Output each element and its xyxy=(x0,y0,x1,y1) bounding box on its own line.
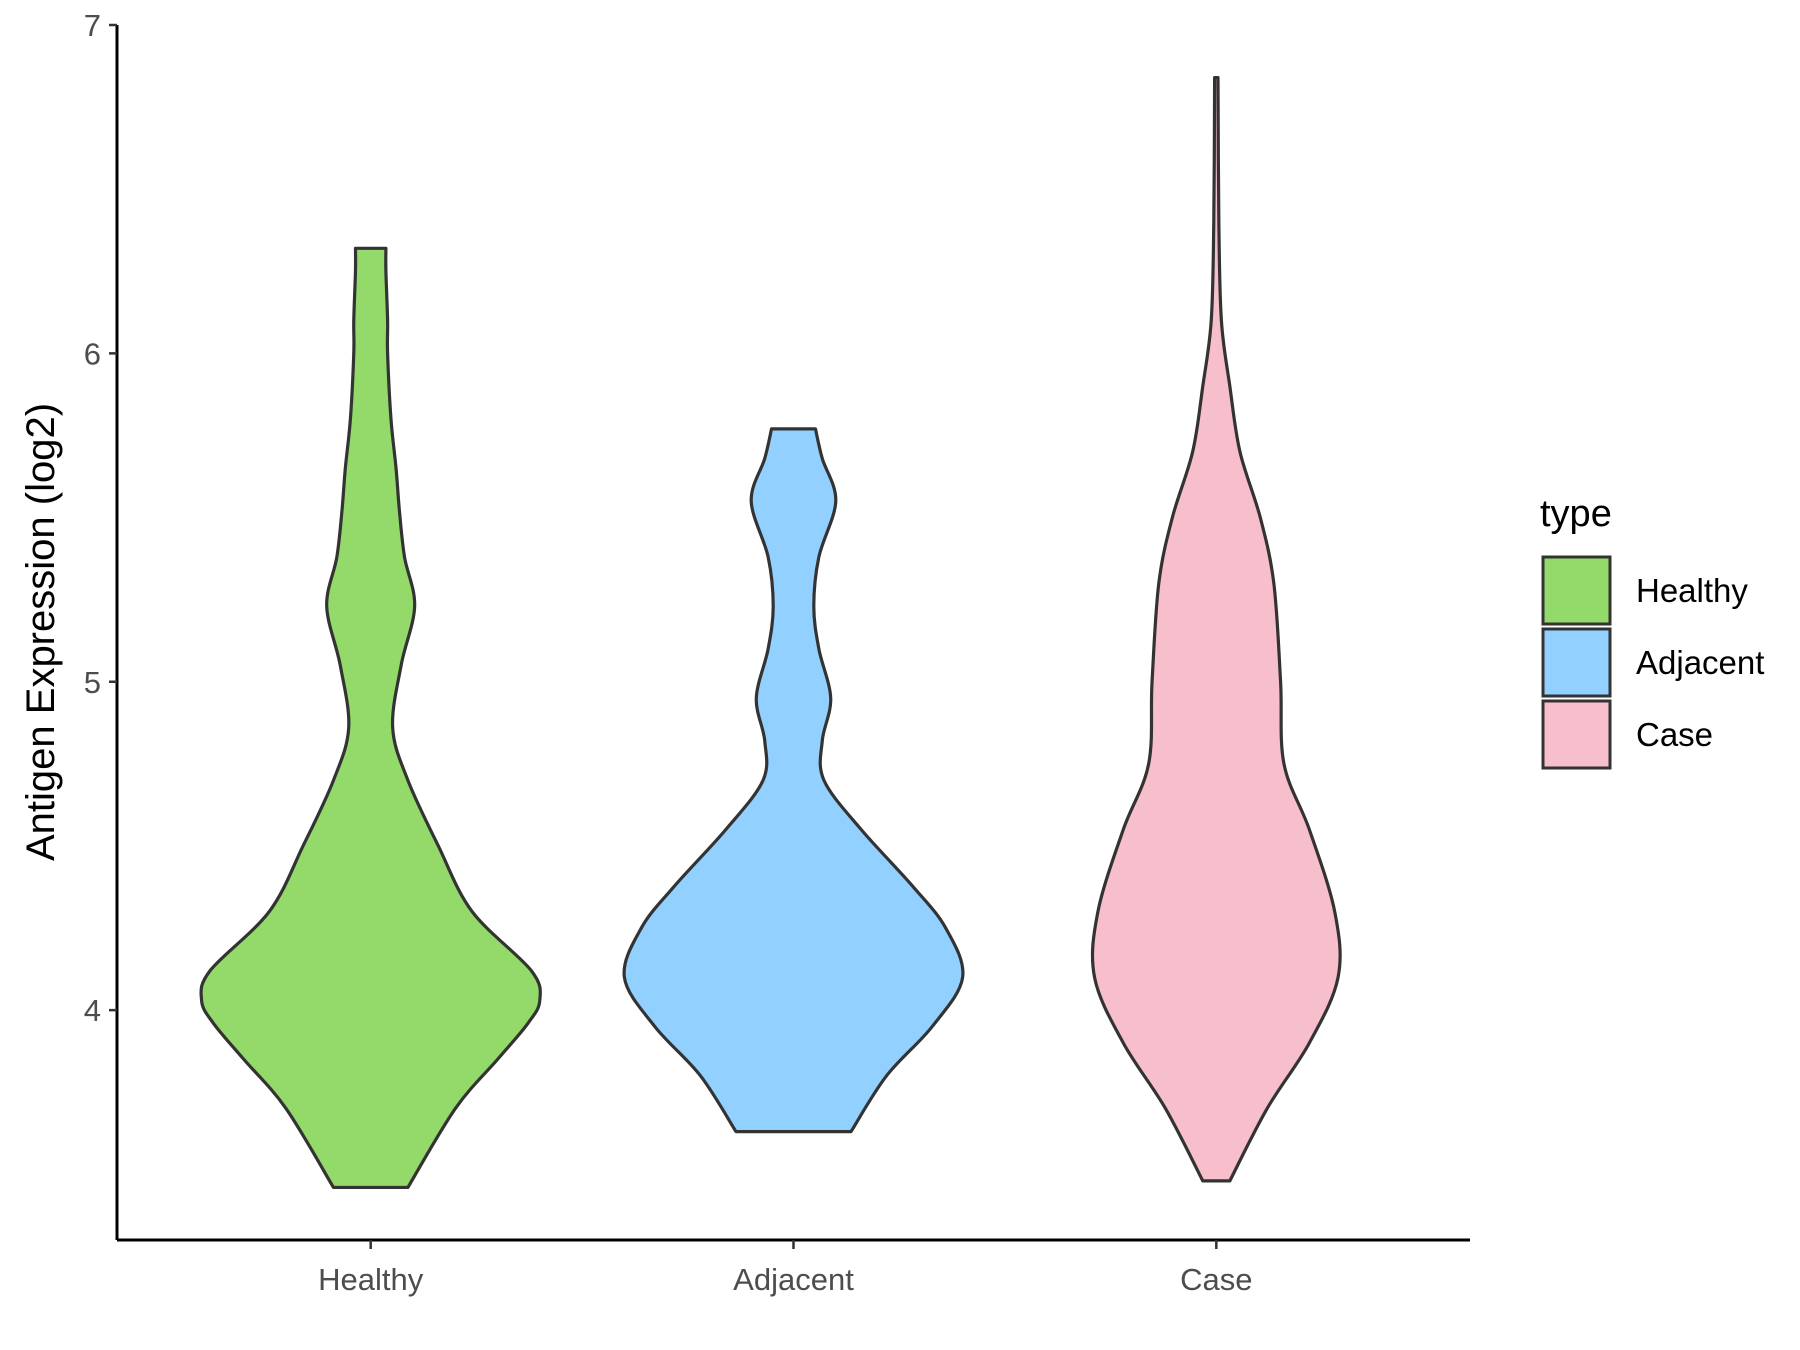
y-axis-label: Antigen Expression (log2) xyxy=(19,403,63,861)
legend-label-adjacent: Adjacent xyxy=(1636,644,1764,681)
y-tick-label: 5 xyxy=(84,665,101,700)
violin-adjacent xyxy=(622,427,965,1134)
x-tick-label: Adjacent xyxy=(733,1262,854,1297)
legend-label-healthy: Healthy xyxy=(1636,572,1748,609)
y-tick-label: 4 xyxy=(84,993,101,1028)
x-tick-label: Case xyxy=(1180,1262,1252,1297)
x-tick-label: Healthy xyxy=(318,1262,424,1297)
legend: type Healthy Adjacent Case xyxy=(1540,493,1764,770)
y-tick-label: 7 xyxy=(84,8,101,43)
x-ticks: Healthy Adjacent Case xyxy=(318,1240,1253,1297)
legend-title: type xyxy=(1540,493,1612,535)
legend-swatch-case xyxy=(1541,699,1612,770)
legend-label-case: Case xyxy=(1636,716,1713,753)
legend-items: Healthy Adjacent Case xyxy=(1541,555,1764,770)
legend-swatch-healthy xyxy=(1541,555,1612,626)
y-ticks: 4 5 6 7 xyxy=(84,8,117,1028)
legend-swatch-adjacent xyxy=(1541,627,1612,698)
violin-healthy xyxy=(199,246,542,1190)
y-tick-label: 6 xyxy=(84,336,101,371)
violin-case xyxy=(1090,75,1342,1183)
violin-layer xyxy=(199,75,1342,1190)
